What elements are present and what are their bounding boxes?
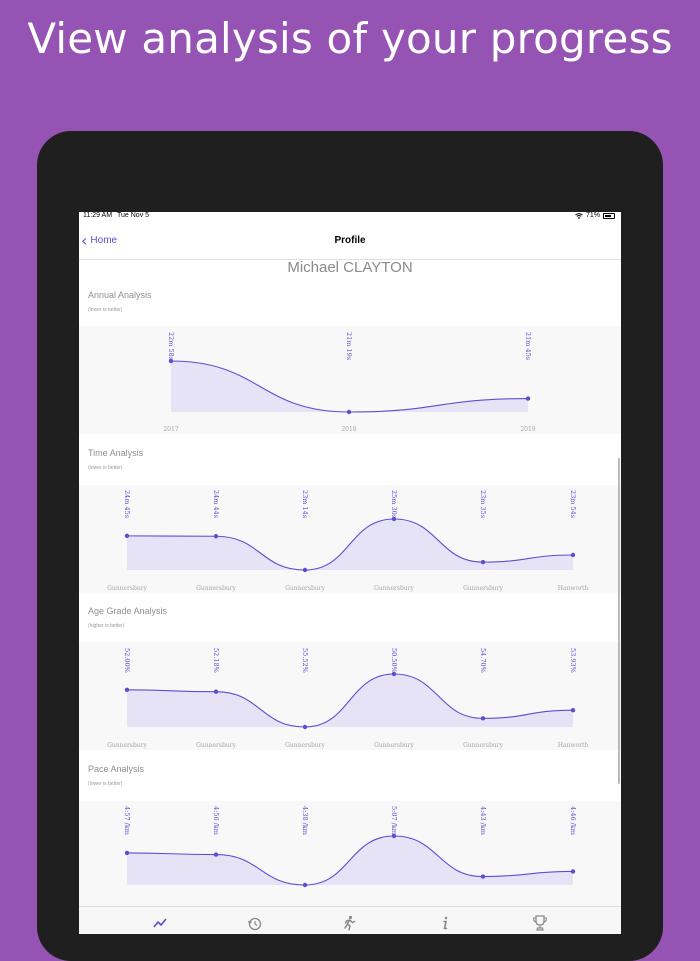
x-tick-label: 2018 [341,426,356,433]
data-label: 55.52% [301,648,309,673]
x-tick-label: Gunnersbury [374,742,414,749]
data-point [525,396,531,401]
data-point [213,689,219,694]
back-button[interactable]: ‹ Home [81,230,118,250]
app-screen: 11:29 AM Tue Nov 5 71% ‹ Home Profile Mi… [79,212,621,934]
data-label: 52.00% [123,648,131,673]
data-label: 23m 14s [301,490,309,518]
profile-name: Michael CLAYTON [287,259,413,276]
x-tick-label: Gunnersbury [463,742,503,749]
annual-chart-area [79,326,621,434]
tab-bar [79,906,621,934]
data-label: 25m 30s [390,490,398,518]
scrollbar[interactable] [618,458,620,784]
x-tick-label: Gunnersbury [196,585,236,592]
section-subtitle-time: (lower is better) [88,465,123,471]
navigation-bar: ‹ Home Profile [79,224,621,260]
data-label: 4:38 /km [301,806,309,835]
data-point [302,567,308,573]
trend-chart-icon[interactable] [150,913,170,933]
x-tick-label: Gunnersbury [285,585,325,592]
data-label: 52.18% [212,648,220,673]
data-label: 5:07 /km [390,806,398,835]
data-label: 53.93% [569,648,577,673]
history-icon[interactable] [245,913,265,933]
charts-layer: 22m 58s 2017 21m 19s 2018 21m 45s 2019 24m 45s… [107,332,589,888]
section-title-pace: Pace Analysis [88,764,145,774]
page-title: Profile [334,235,366,246]
x-tick-label: Gunnersbury [285,742,325,749]
data-label: 23m 35s [479,490,487,518]
x-tick-label: Gunnersbury [107,742,147,749]
data-label: 21m 45s [524,332,532,360]
status-time: 11:29 AM [83,212,113,219]
data-point [124,687,130,693]
data-point [570,869,576,874]
data-label: 4:57 /km [123,806,131,835]
data-point [570,552,576,558]
section-subtitle-annual: (lower is better) [88,307,123,313]
data-label: 24m 45s [123,490,131,518]
section-title-time: Time Analysis [88,448,144,458]
headline: View analysis of your progress [27,14,673,63]
data-label: 4:46 /km [569,806,577,835]
status-date: Tue Nov 5 [117,212,150,219]
section-subtitle-age-grade: (higher is better) [88,623,125,629]
battery-icon [603,212,615,219]
data-point [124,850,130,856]
data-point [124,533,130,539]
data-point [480,874,486,879]
data-point [302,882,308,888]
data-label: 23m 54s [569,490,577,518]
runner-icon[interactable] [339,913,359,933]
data-point [346,409,352,415]
data-label: 22m 58s [167,332,175,360]
data-point [213,534,219,539]
x-tick-label: 2019 [520,426,535,433]
section-title-annual: Annual Analysis [88,290,152,300]
trophy-icon[interactable] [530,913,550,933]
data-point [391,516,397,522]
chart-area-fill [171,361,528,412]
data-point [168,358,174,364]
data-point [480,716,486,721]
data-label: 24m 44s [212,490,220,518]
chevron-left-icon: ‹ [81,230,88,250]
x-tick-label: Gunnersbury [107,585,147,592]
info-icon[interactable] [435,913,455,933]
data-point [302,724,308,730]
x-tick-label: Gunnersbury [196,742,236,749]
data-label: 54.70% [479,648,487,673]
wifi-icon [575,212,583,219]
x-tick-label: 2017 [163,426,178,433]
x-tick-label: Gunnersbury [463,585,503,592]
data-label: 21m 19s [345,332,353,360]
status-bar: 11:29 AM Tue Nov 5 71% [79,212,621,224]
x-tick-label: Gunnersbury [374,585,414,592]
data-point [391,671,397,677]
x-tick-label: Hanworth [558,742,589,749]
data-label: 4:56 /km [212,806,220,835]
section-subtitle-pace: (lower is better) [88,781,123,787]
data-point [480,559,486,565]
data-label: 50.50% [390,648,398,673]
x-tick-label: Hanworth [558,585,589,592]
section-title-age-grade: Age Grade Analysis [88,606,168,616]
data-point [213,852,219,857]
data-point [570,708,576,713]
back-label: Home [90,235,118,246]
data-point [391,833,397,839]
data-label: 4:43 /km [479,806,487,835]
battery-percent: 71% [585,212,600,219]
